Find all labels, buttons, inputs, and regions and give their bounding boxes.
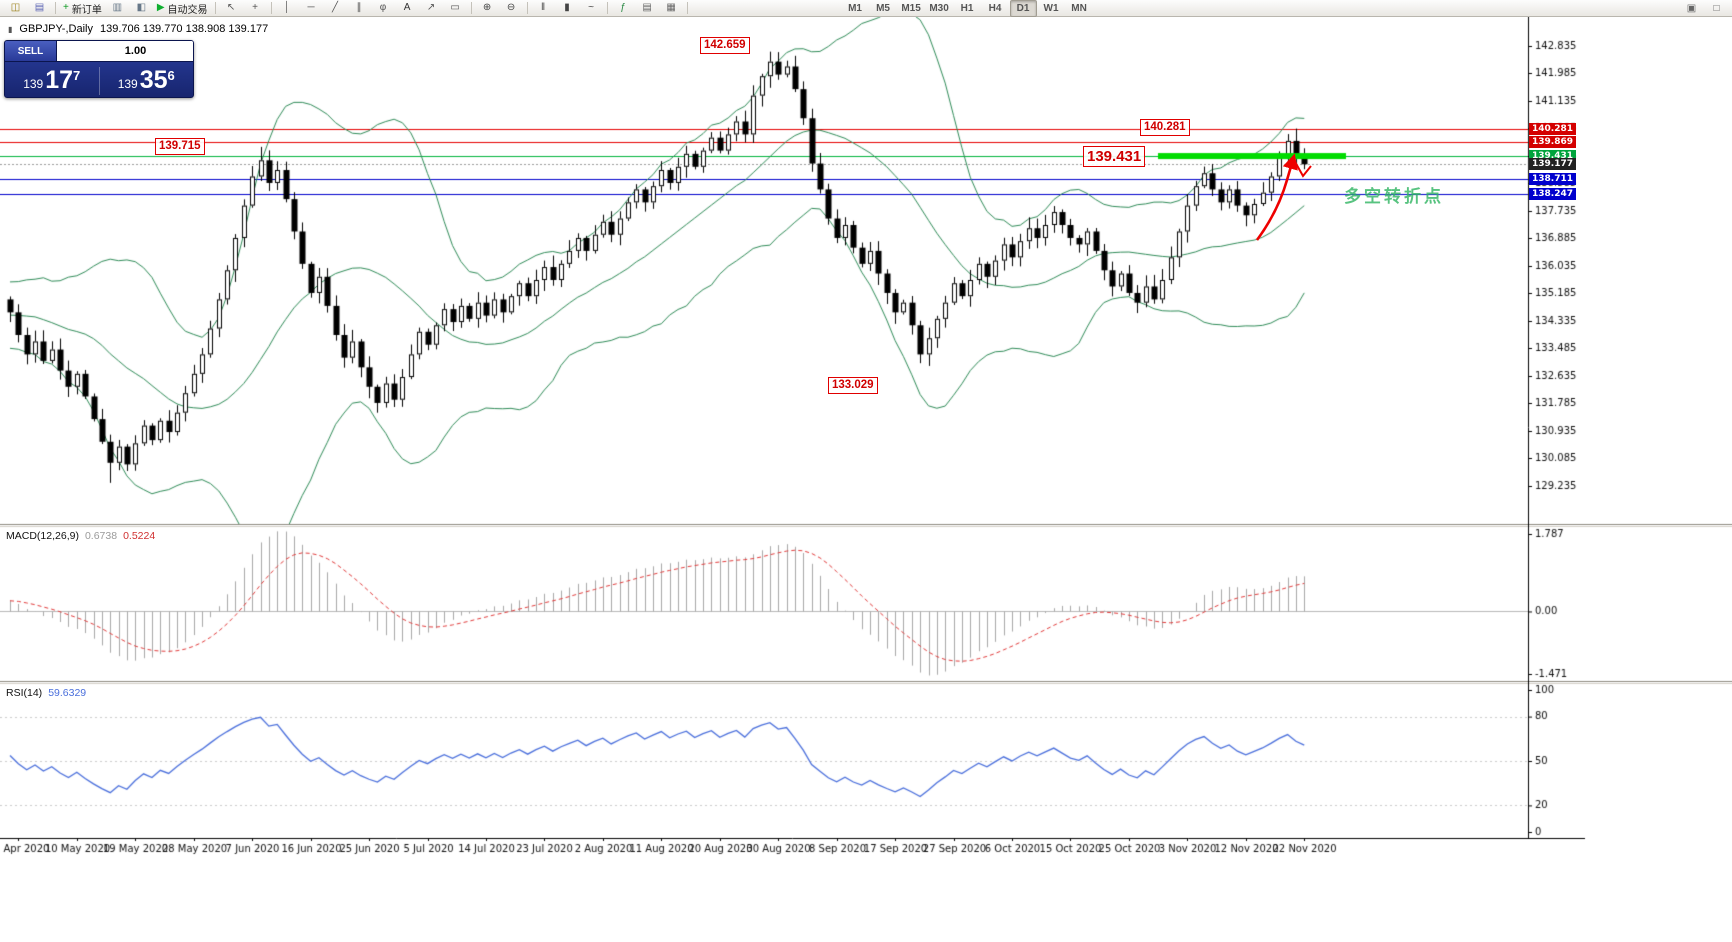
- bid-price[interactable]: 139177: [23, 66, 81, 94]
- toolbar-separator: [55, 2, 56, 14]
- text-tool-icon[interactable]: A: [403, 2, 411, 13]
- price-divider: [98, 66, 100, 95]
- indicators-icon[interactable]: ƒ: [620, 2, 626, 13]
- chart-canvas[interactable]: [0, 17, 1732, 942]
- chart-list-icon[interactable]: ▣: [1686, 2, 1697, 14]
- timeframe-M15[interactable]: M15: [901, 2, 921, 14]
- toolbar: ◫ ▤ + 新订单 ▥ ◧ ▶ 自动交易 ↖ + │ ─ ╱ ∥ φ A ↗ ▭ ⊕ ⊖ ‖ ▮ ~ ƒ ▤ ▦ M1 M5 M15 M3…: [0, 0, 1732, 17]
- fullscreen-icon[interactable]: □: [1713, 2, 1720, 14]
- horizontal-line-icon[interactable]: ─: [307, 2, 315, 13]
- sell-button[interactable]: SELL: [5, 41, 57, 61]
- channel-icon[interactable]: ∥: [356, 2, 362, 13]
- toolbar-right-group: ▣ □: [1680, 0, 1728, 17]
- timeframe-bar: M1 M5 M15 M30 H1 H4 D1 W1 MN: [842, 0, 1093, 17]
- line-chart-mode-icon[interactable]: ~: [588, 2, 594, 13]
- one-click-trading-panel: SELL ▲ ▼ BUY 139177 139356: [4, 40, 194, 98]
- volume-stepper: ▲ ▼: [57, 41, 193, 61]
- market-watch-icon[interactable]: ▥: [112, 2, 123, 13]
- candle-chart-mode-icon[interactable]: ▮: [564, 2, 570, 13]
- new-order-button[interactable]: + 新订单: [63, 2, 102, 16]
- volume-input[interactable]: [57, 41, 193, 61]
- timeframe-M30[interactable]: M30: [929, 2, 949, 14]
- templates-icon[interactable]: ▤: [642, 2, 652, 13]
- toolbar-separator: [606, 2, 608, 14]
- timeframe-H4[interactable]: H4: [988, 2, 1002, 14]
- navigator-icon[interactable]: ◧: [136, 2, 147, 13]
- new-chart-icon[interactable]: ◫: [10, 2, 21, 13]
- crosshair-icon[interactable]: +: [252, 2, 258, 13]
- timeframe-MN[interactable]: MN: [1071, 2, 1087, 14]
- timeframe-M5[interactable]: M5: [876, 2, 890, 14]
- toolbar-separator: [686, 2, 688, 14]
- zoom-in-icon[interactable]: ⊕: [482, 2, 492, 13]
- vertical-line-icon[interactable]: │: [283, 2, 291, 13]
- timeframe-W1[interactable]: W1: [1043, 2, 1059, 14]
- cursor-icon[interactable]: ↖: [226, 2, 236, 13]
- toolbar-separator: [270, 2, 272, 14]
- timeframe-D1[interactable]: D1: [1009, 0, 1037, 17]
- timeframe-M1[interactable]: M1: [848, 2, 862, 14]
- toolbar-separator: [214, 2, 216, 14]
- auto-trading-button[interactable]: ▶ 自动交易: [156, 2, 208, 16]
- fibonacci-icon[interactable]: φ: [379, 2, 387, 13]
- bar-chart-mode-icon[interactable]: ‖: [540, 2, 546, 13]
- chart-profiles-icon[interactable]: ▤: [34, 2, 45, 13]
- toolbar-separator: [526, 2, 528, 14]
- bid-ask-display: 139177 139356: [5, 62, 193, 97]
- arrow-tool-icon[interactable]: ↗: [426, 2, 436, 13]
- timeframe-H1[interactable]: H1: [960, 2, 974, 14]
- ask-price[interactable]: 139356: [117, 66, 175, 94]
- toolbar-separator: [470, 2, 472, 14]
- trendline-icon[interactable]: ╱: [332, 2, 339, 13]
- zoom-out-icon[interactable]: ⊖: [506, 2, 516, 13]
- trade-controls-row: SELL ▲ ▼ BUY: [5, 41, 193, 62]
- grid-icon[interactable]: ▦: [666, 2, 676, 13]
- shapes-icon[interactable]: ▭: [450, 2, 460, 13]
